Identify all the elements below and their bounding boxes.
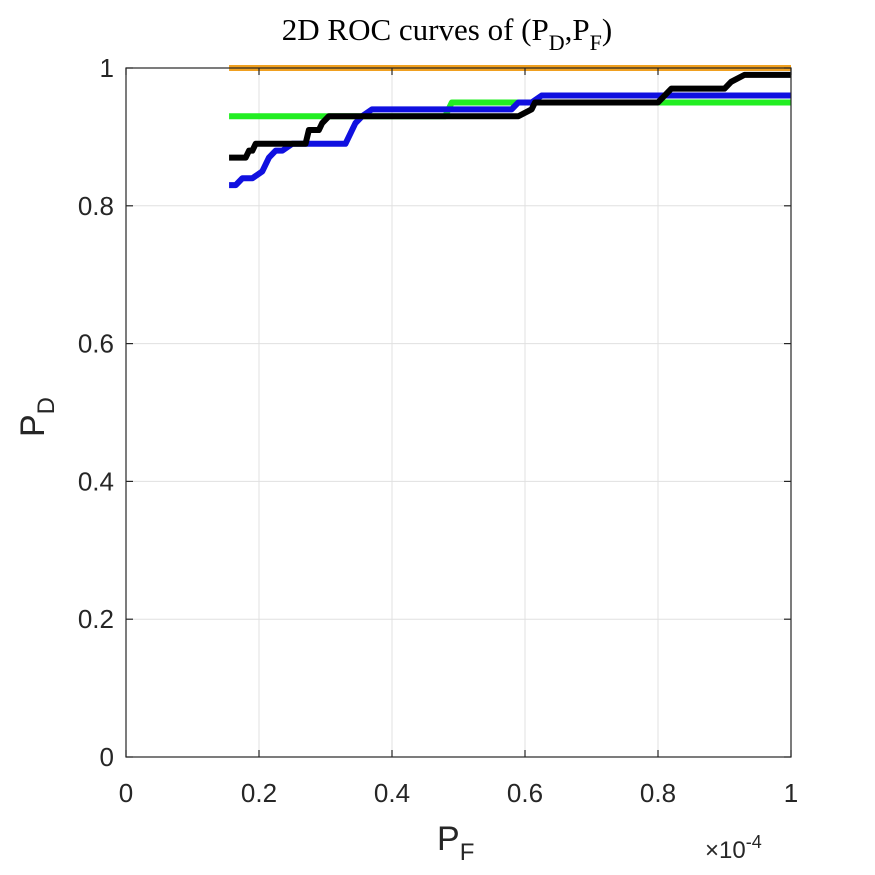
x-axis-label: PF (437, 820, 474, 866)
title-prefix: 2D ROC curves of (P (282, 12, 549, 47)
ticks-layer: 0 0.2 0.4 0.6 0.8 1 0 0.2 0.4 0.6 0.8 1 (78, 53, 798, 808)
y-axis-label: PD (14, 397, 60, 437)
title-sub-d: D (549, 30, 565, 55)
x-tick-label: 0.2 (241, 778, 277, 808)
y-tick-label: 0.8 (78, 191, 114, 221)
title-suffix: ) (602, 12, 612, 47)
y-tick-label: 0 (100, 742, 114, 772)
x-axis-exponent-sup: -4 (746, 832, 762, 852)
x-tick-label: 0.8 (640, 778, 676, 808)
x-tick-label: 1 (784, 778, 798, 808)
x-axis-exponent-prefix: ×10 (705, 837, 746, 864)
plot-frame (125, 67, 792, 758)
y-tick-label: 0.4 (78, 466, 114, 496)
y-axis-label-sub: D (33, 397, 60, 414)
x-axis-exponent: ×10-4 (705, 832, 762, 864)
title-mid: ,P (565, 12, 590, 47)
x-axis-label-sub: F (460, 839, 475, 866)
y-tick-label: 1 (100, 53, 114, 83)
y-tick-label: 0.6 (78, 329, 114, 359)
title-sub-f: F (590, 30, 602, 55)
x-tick-label: 0.6 (507, 778, 543, 808)
axes-layer (125, 67, 792, 758)
y-tick-label: 0.2 (78, 604, 114, 634)
series-blue-line (229, 92, 791, 189)
chart-title: 2D ROC curves of (PD,PF) (282, 12, 612, 55)
x-tick-label: 0 (119, 778, 133, 808)
y-axis-label-main: P (14, 414, 52, 437)
x-axis-label-main: P (437, 820, 460, 858)
x-tick-label: 0.4 (374, 778, 410, 808)
series-black-line (229, 71, 791, 161)
